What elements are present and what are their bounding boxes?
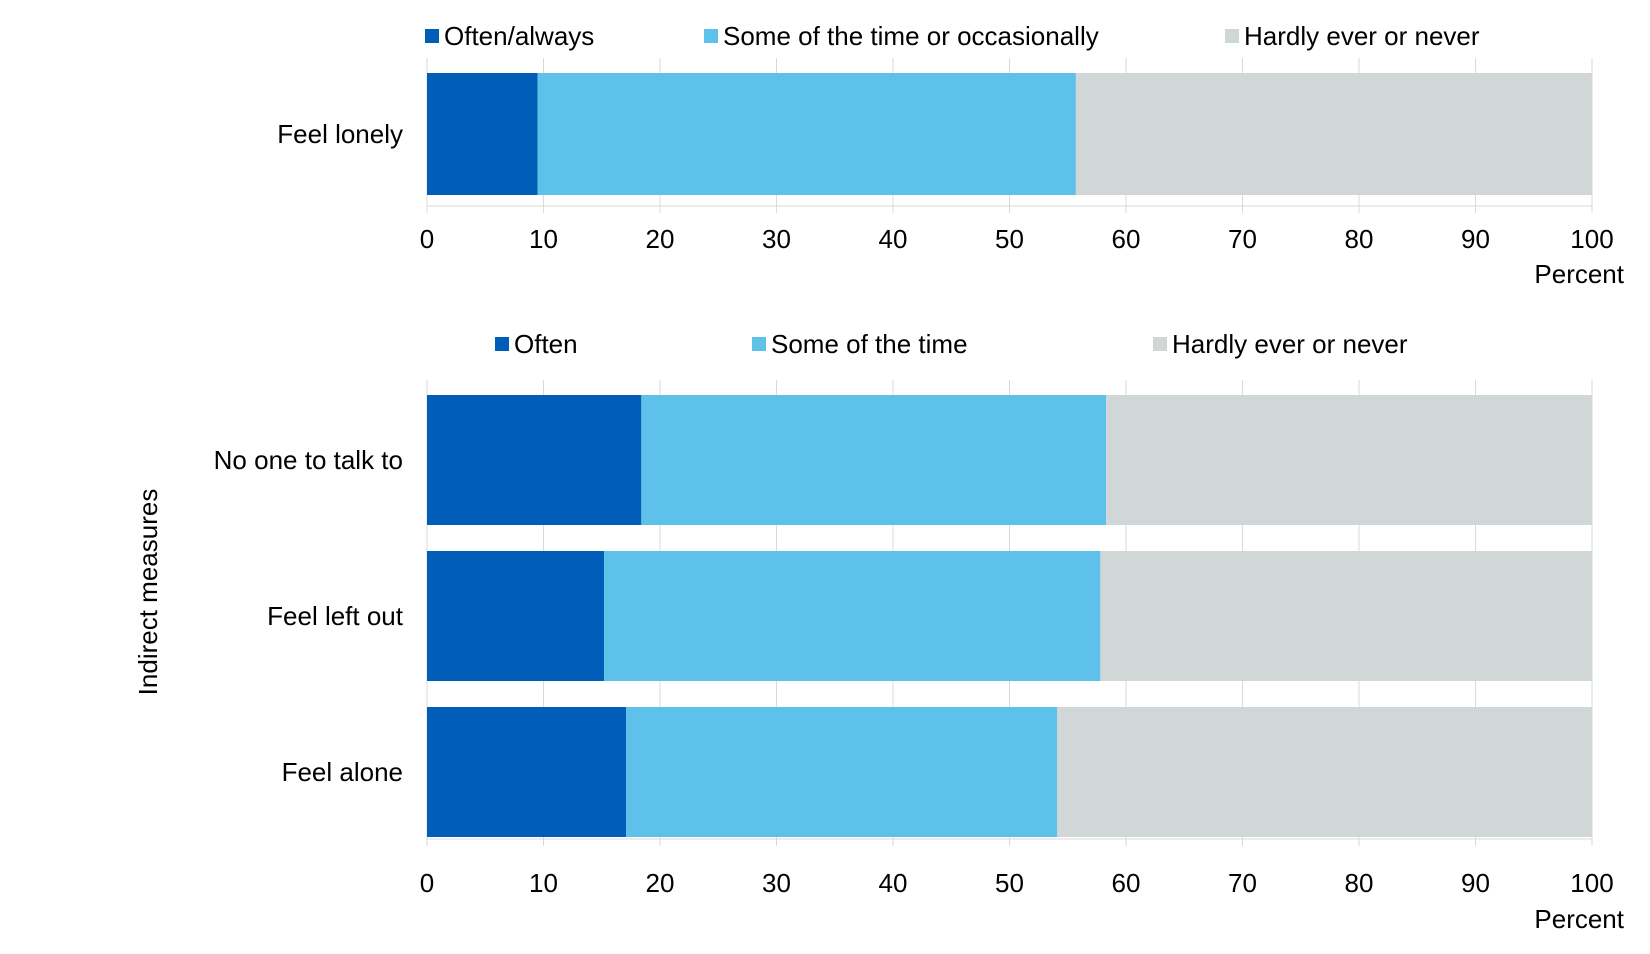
chart1-bar-feel-lonely-series-2: [537, 73, 1076, 195]
chart2-bar-feel-left-out-series-3: [1100, 551, 1592, 681]
chart2-legend-swatch-1: [495, 337, 509, 351]
chart1-bar-feel-lonely-series-1: [427, 73, 538, 195]
chart1-legend-label-2: Some of the time or occasionally: [723, 21, 1099, 51]
chart2-x-tick-label: 60: [1112, 868, 1141, 898]
chart1-legend-label-3: Hardly ever or never: [1244, 21, 1480, 51]
chart1-x-tick-label: 100: [1570, 224, 1613, 254]
chart1-x-tick-label: 60: [1112, 224, 1141, 254]
chart2-bar-feel-left-out-series-2: [604, 551, 1101, 681]
chart1-legend-swatch-2: [704, 29, 718, 43]
chart2-bar-feel-left-out-series-1: [427, 551, 605, 681]
chart1-x-tick-label: 10: [529, 224, 558, 254]
chart2-category-label: Feel alone: [282, 757, 403, 787]
chart2-legend-swatch-2: [752, 337, 766, 351]
chart2-legend-swatch-3: [1153, 337, 1167, 351]
chart2-bar-no-one-to-talk-to-series-3: [1106, 395, 1592, 525]
chart1-legend-swatch-3: [1225, 29, 1239, 43]
chart2-legend-label-3: Hardly ever or never: [1172, 329, 1408, 359]
chart1-x-tick-label: 80: [1345, 224, 1374, 254]
chart1-legend-swatch-1: [425, 29, 439, 43]
chart2-x-tick-label: 50: [995, 868, 1024, 898]
chart2-bar-feel-alone-series-2: [626, 707, 1058, 837]
chart1-x-tick-label: 20: [646, 224, 675, 254]
chart2-bar-feel-alone-series-3: [1057, 707, 1592, 837]
chart1-x-tick-label: 30: [762, 224, 791, 254]
chart2-x-tick-label: 80: [1345, 868, 1374, 898]
chart1-x-tick-label: 40: [879, 224, 908, 254]
chart2-x-tick-label: 70: [1228, 868, 1257, 898]
chart2-x-tick-label: 40: [879, 868, 908, 898]
chart2-bar-no-one-to-talk-to-series-2: [641, 395, 1107, 525]
chart1-bar-feel-lonely-series-3: [1075, 73, 1592, 195]
chart2-x-tick-label: 20: [646, 868, 675, 898]
chart1-x-axis-title: Percent: [1534, 259, 1624, 289]
chart2-x-tick-label: 10: [529, 868, 558, 898]
chart2-category-label: No one to talk to: [214, 445, 403, 475]
chart2-legend-label-2: Some of the time: [771, 329, 968, 359]
chart2-x-axis-title: Percent: [1534, 904, 1624, 934]
chart2-x-tick-label: 90: [1461, 868, 1490, 898]
chart1-x-tick-label: 50: [995, 224, 1024, 254]
chart2-bar-feel-alone-series-1: [427, 707, 627, 837]
chart1-legend-label-1: Often/always: [444, 21, 594, 51]
chart1-x-tick-label: 90: [1461, 224, 1490, 254]
chart1-category-label: Feel lonely: [277, 119, 403, 149]
chart2-category-label: Feel left out: [267, 601, 404, 631]
chart2-legend-label-1: Often: [514, 329, 578, 359]
chart2-bar-no-one-to-talk-to-series-1: [427, 395, 642, 525]
chart2-y-axis-title: Indirect measures: [133, 489, 163, 696]
chart2-x-tick-label: 30: [762, 868, 791, 898]
chart2-x-tick-label: 100: [1570, 868, 1613, 898]
chart1-x-tick-label: 70: [1228, 224, 1257, 254]
chart1-x-tick-label: 0: [420, 224, 434, 254]
chart2-x-tick-label: 0: [420, 868, 434, 898]
